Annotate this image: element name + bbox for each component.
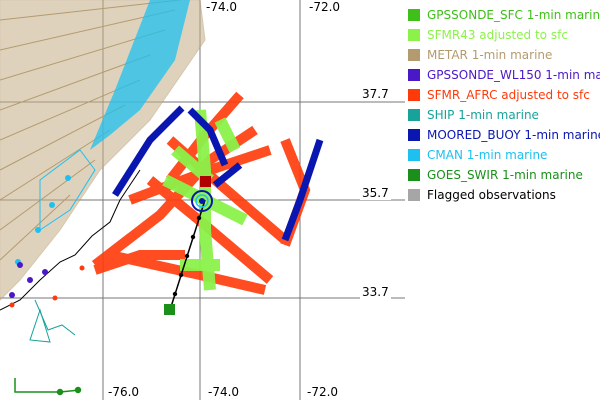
lat-label-a: 37.7 [360,87,391,101]
legend-label: CMAN 1-min marine [427,148,548,162]
legend-item-flagged[interactable]: Flagged observations [405,185,600,205]
legend-label: SFMR43 adjusted to sfc [427,28,568,42]
legend-item-goes-swir[interactable]: GOES_SWIR 1-min marine [405,165,600,185]
legend-swatch [408,69,420,81]
legend-item-sfmr43[interactable]: SFMR43 adjusted to sfc [405,25,600,45]
gpssonde-wl150-points [9,262,48,298]
lon-label-top-b: -72.0 [307,0,343,14]
lat-label-c: 33.7 [360,285,391,299]
legend-item-cman[interactable]: CMAN 1-min marine [405,145,600,165]
legend-swatch [408,29,420,41]
legend-swatch [408,129,420,141]
legend-label: METAR 1-min marine [427,48,553,62]
lat-label-b: 35.7 [360,186,391,200]
legend-item-ship[interactable]: SHIP 1-min marine [405,105,600,125]
legend-label: GPSSONDE_WL150 1-min marine [427,68,600,82]
legend-swatch [408,109,420,121]
moored-buoy-swath [112,105,324,242]
legend-swatch [408,149,420,161]
sfmr-afrc-dots [9,265,85,308]
cman-swath [15,0,190,265]
legend-swatch [408,49,420,61]
legend-item-metar[interactable]: METAR 1-min marine [405,45,600,65]
legend-swatch [408,169,420,181]
legend-label: SHIP 1-min marine [427,108,539,122]
legend-label: GOES_SWIR 1-min marine [427,168,583,182]
lon-label-bottom-b: -74.0 [206,385,242,399]
legend-item-sfmr-afrc[interactable]: SFMR_AFRC adjusted to sfc [405,85,600,105]
lon-label-bottom-a: -76.0 [106,385,142,399]
legend-item-gpssonde-wl150[interactable]: GPSSONDE_WL150 1-min marine [405,65,600,85]
coastline [0,169,141,311]
storm-track [164,199,206,315]
legend-label: GPSSONDE_SFC 1-min marine [427,8,600,22]
storm-center-marker [191,176,213,212]
legend: GPSSONDE_SFC 1-min marine SFMR43 adjuste… [405,5,600,205]
legend-item-gpssonde-sfc[interactable]: GPSSONDE_SFC 1-min marine [405,5,600,25]
legend-item-moored-buoy[interactable]: MOORED_BUOY 1-min marine [405,125,600,145]
lon-label-bottom-c: -72.0 [305,385,341,399]
legend-swatch [408,89,420,101]
legend-swatch [408,9,420,21]
lon-label-top-a: -74.0 [204,0,240,14]
ship-barbs [29,299,76,343]
legend-label: SFMR_AFRC adjusted to sfc [427,88,590,102]
legend-label: Flagged observations [427,188,556,202]
legend-swatch [408,189,420,201]
legend-label: MOORED_BUOY 1-min marine [427,128,600,142]
goes-swir-barbs [14,378,82,396]
